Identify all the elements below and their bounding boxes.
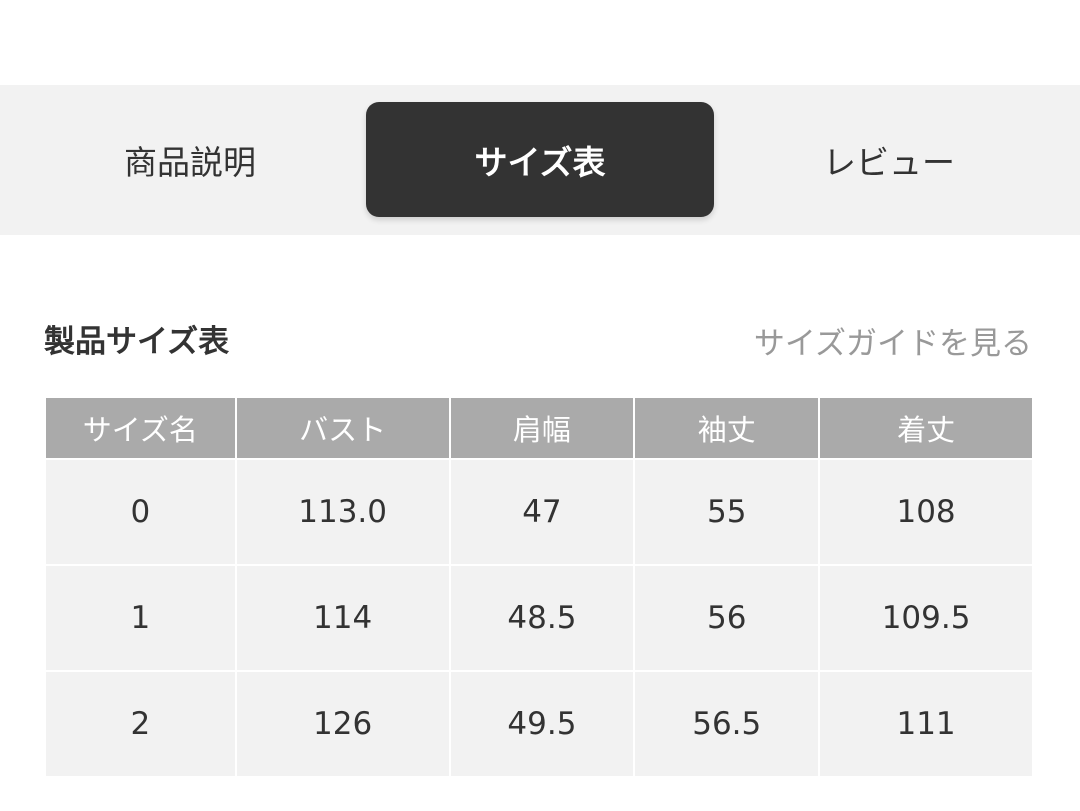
cell: 48.5 xyxy=(448,564,636,672)
tab-bar: 商品説明 サイズ表 レビュー xyxy=(0,85,1080,235)
section-title: 製品サイズ表 xyxy=(44,324,230,360)
cell: 56 xyxy=(633,564,821,672)
table-row: 0 113.0 47 55 108 xyxy=(46,458,1034,566)
cell: 1 xyxy=(46,564,237,672)
cell: 108 xyxy=(818,458,1034,566)
tab-size-chart[interactable]: サイズ表 xyxy=(366,102,714,217)
cell: 2 xyxy=(46,670,237,778)
cell: 109.5 xyxy=(818,564,1034,672)
cell: 113.0 xyxy=(234,458,451,566)
cell: 111 xyxy=(818,670,1034,778)
table-row: 2 126 49.5 56.5 111 xyxy=(46,670,1034,778)
cell: 47 xyxy=(448,458,636,566)
header-shoulder: 肩幅 xyxy=(448,396,636,460)
cell: 126 xyxy=(234,670,451,778)
tab-reviews[interactable]: レビュー xyxy=(823,142,955,182)
header-size-name: サイズ名 xyxy=(46,396,237,460)
cell: 0 xyxy=(46,458,237,566)
cell: 49.5 xyxy=(448,670,636,778)
header-sleeve: 袖丈 xyxy=(633,396,821,460)
size-guide-link[interactable]: サイズガイドを見る xyxy=(753,326,1032,362)
size-table: サイズ名 バスト 肩幅 袖丈 着丈 0 113.0 47 55 108 1 114 48.5… xyxy=(46,396,1034,778)
header-length: 着丈 xyxy=(818,396,1034,460)
cell: 55 xyxy=(633,458,821,566)
header-bust: バスト xyxy=(234,396,451,460)
table-header-row: サイズ名 バスト 肩幅 袖丈 着丈 xyxy=(46,396,1034,460)
cell: 56.5 xyxy=(633,670,821,778)
tab-product-description[interactable]: 商品説明 xyxy=(124,142,256,182)
cell: 114 xyxy=(234,564,451,672)
table-row: 1 114 48.5 56 109.5 xyxy=(46,564,1034,672)
